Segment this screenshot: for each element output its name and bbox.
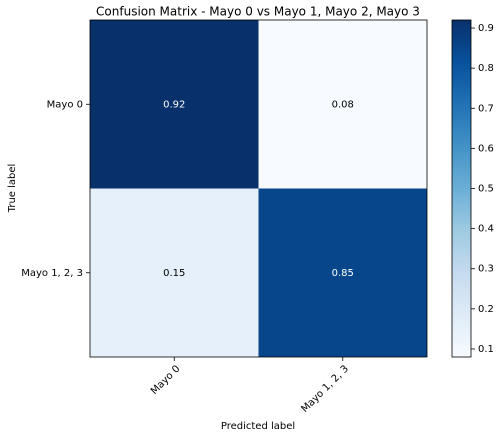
y-tick-label: Mayo 0 xyxy=(47,99,83,110)
colorbar-tick-label: 0.9 xyxy=(478,23,494,34)
colorbar-tick-label: 0.1 xyxy=(478,344,494,355)
chart-title: Confusion Matrix - Mayo 0 vs Mayo 1, May… xyxy=(96,5,420,19)
cell xyxy=(258,188,427,357)
x-tick-label: Mayo 0 xyxy=(149,363,182,396)
cell-label: 0.08 xyxy=(332,99,354,110)
x-axis-label: Predicted label xyxy=(221,421,295,432)
cell-label: 0.15 xyxy=(163,268,185,279)
x-tick-label: Mayo 1, 2, 3 xyxy=(300,363,351,414)
colorbar-tick-label: 0.4 xyxy=(478,224,494,235)
colorbar-tick-label: 0.3 xyxy=(478,264,494,275)
cell-label: 0.85 xyxy=(332,268,354,279)
y-tick-label: Mayo 1, 2, 3 xyxy=(21,268,83,279)
plot-frame xyxy=(89,19,428,358)
cell xyxy=(90,20,259,189)
colorbar-tick-label: 0.2 xyxy=(478,304,494,315)
colorbar-tick-label: 0.7 xyxy=(478,103,494,114)
colorbar-tick-label: 0.5 xyxy=(478,184,494,195)
cell xyxy=(258,20,427,189)
colorbar-tick-label: 0.8 xyxy=(478,63,494,74)
y-axis-label: True label xyxy=(7,164,18,214)
colorbar xyxy=(451,19,472,358)
cell-label: 0.92 xyxy=(163,99,185,110)
cell xyxy=(90,188,259,357)
colorbar-tick-label: 0.6 xyxy=(478,143,494,154)
